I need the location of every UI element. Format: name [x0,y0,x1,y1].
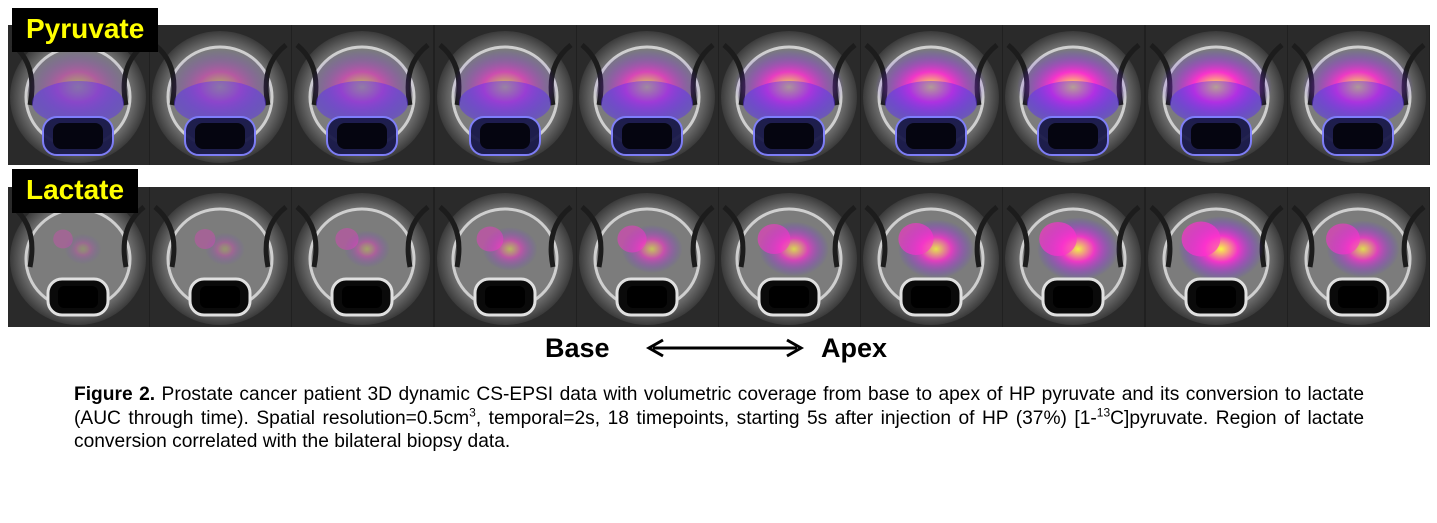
pyruvate-slice-4 [434,25,576,165]
figure-label: Figure 2. [74,384,156,405]
lactate-slice-2 [150,187,292,327]
base-apex-axis: Base Apex [545,330,925,366]
apex-label: Apex [821,333,888,363]
pyruvate-slice-5 [576,25,718,165]
double-arrow-icon [645,338,805,358]
pyruvate-slice-2 [150,25,292,165]
lactate-slice-10 [1287,187,1429,327]
pyruvate-slice-8 [1003,25,1145,165]
lactate-slice-9 [1145,187,1287,327]
base-label: Base [545,333,610,363]
lactate-slice-7 [861,187,1003,327]
lactate-slice-4 [434,187,576,327]
lactate-slice-6 [719,187,860,327]
lactate-label: Lactate [12,169,139,213]
lactate-slice-5 [576,187,718,327]
caption-sup-2: 13 [1096,405,1111,420]
caption-text-3: C]pyruvate. Region of lactate conversion… [74,407,1364,453]
pyruvate-image-strip [8,25,1430,165]
caption-sup-1: 3 [469,405,476,420]
lactate-slice-8 [1003,187,1145,327]
figure-caption: Figure 2. Prostate cancer patient 3D dyn… [74,383,1364,454]
caption-text-1: Prostate cancer patient 3D dynamic CS-EP… [74,384,1364,429]
lactate-slice-3 [292,187,434,327]
pyruvate-slice-10 [1287,25,1429,165]
caption-text-2: , temporal=2s, 18 timepoints, starting 5… [475,407,1097,429]
pyruvate-slice-3 [292,25,434,165]
pyruvate-slice-7 [861,25,1003,165]
pyruvate-label: Pyruvate [12,8,159,52]
lactate-image-strip [8,187,1430,327]
pyruvate-slice-6 [719,25,860,165]
pyruvate-slice-9 [1145,25,1287,165]
